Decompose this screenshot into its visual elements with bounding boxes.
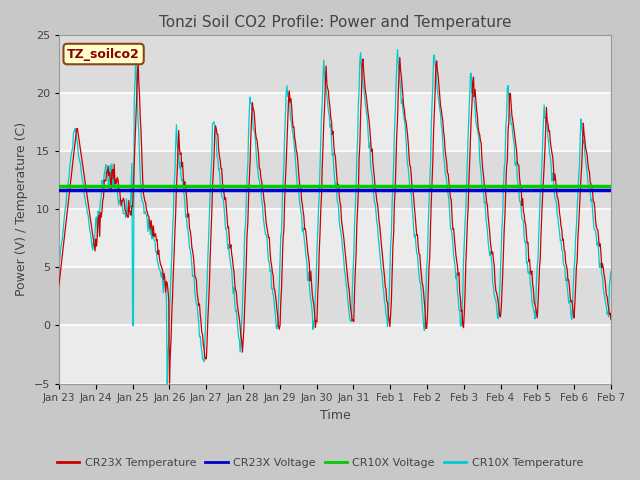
Y-axis label: Power (V) / Temperature (C): Power (V) / Temperature (C)	[15, 122, 28, 297]
Bar	[59, 267, 611, 325]
Bar	[59, 36, 611, 94]
Title: Tonzi Soil CO2 Profile: Power and Temperature: Tonzi Soil CO2 Profile: Power and Temper…	[159, 15, 511, 30]
Bar	[59, 151, 611, 209]
Bar	[59, 209, 611, 267]
Text: TZ_soilco2: TZ_soilco2	[67, 48, 140, 60]
Bar	[59, 325, 611, 384]
Legend: CR23X Temperature, CR23X Voltage, CR10X Voltage, CR10X Temperature: CR23X Temperature, CR23X Voltage, CR10X …	[52, 453, 588, 472]
X-axis label: Time: Time	[319, 409, 350, 422]
Bar	[59, 94, 611, 151]
